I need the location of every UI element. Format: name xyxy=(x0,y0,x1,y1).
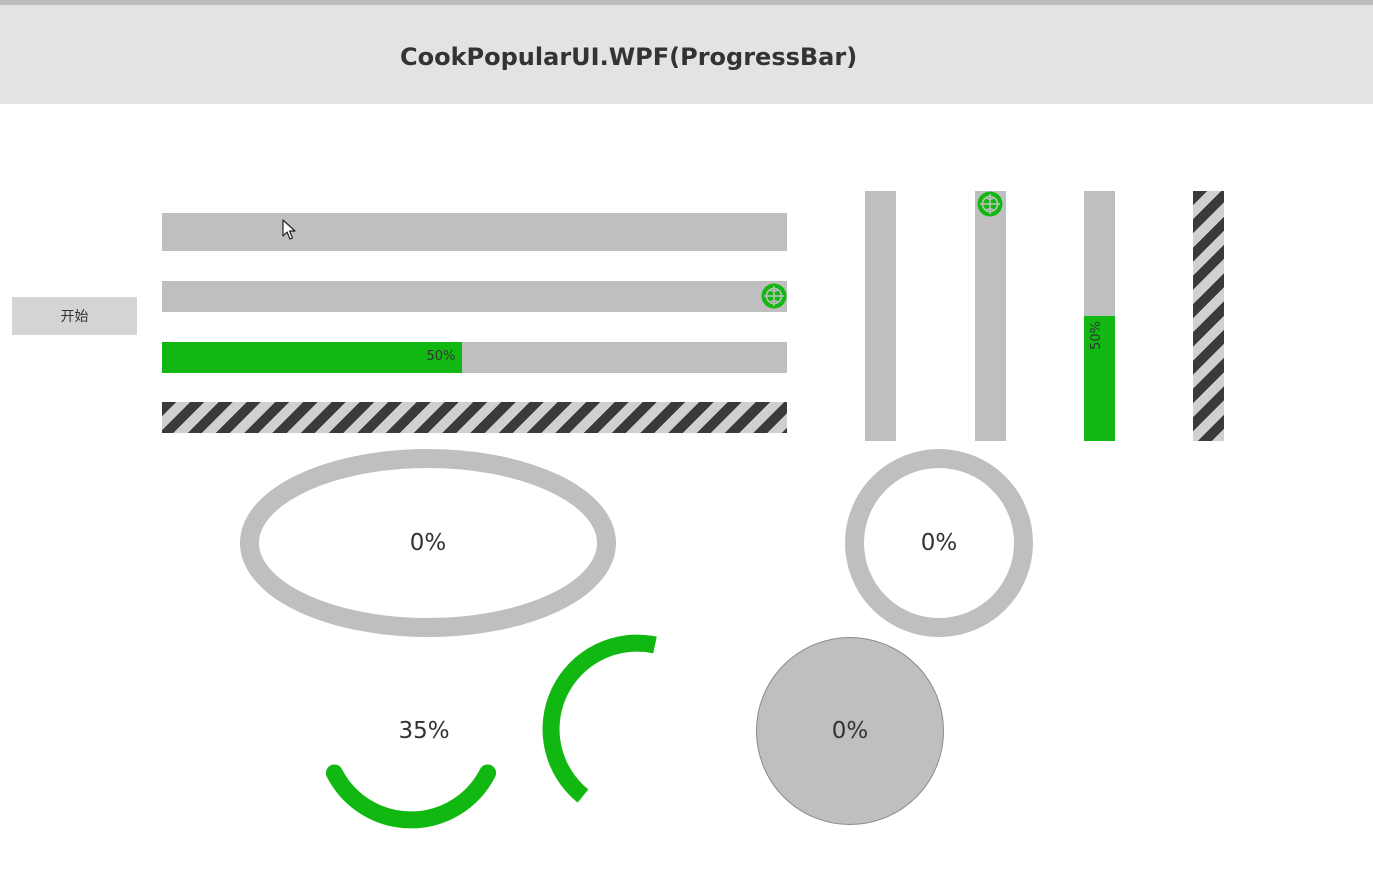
mouse-cursor-icon xyxy=(282,219,296,240)
progress-bar-horizontal-labeled: 50% xyxy=(162,342,787,373)
pie-progress-track xyxy=(756,637,944,825)
progress-bar-vertical-striped xyxy=(1193,191,1224,441)
globe-spinner-icon xyxy=(977,191,1003,217)
progress-bar-vertical-spinner xyxy=(975,191,1006,441)
progress-fill xyxy=(162,342,462,373)
globe-spinner-icon xyxy=(761,283,787,309)
pie-progress-label: 0% xyxy=(831,718,869,744)
progress-bar-vertical-labeled: 50% xyxy=(1084,191,1115,441)
ring-progress-track xyxy=(845,449,1033,637)
progress-bar-horizontal-striped xyxy=(162,402,787,433)
ellipse-progress-track xyxy=(240,449,616,637)
arc-progress-indicator xyxy=(325,764,497,829)
ring-progress-label: 0% xyxy=(920,530,958,556)
ellipse-progress-label: 0% xyxy=(409,530,447,556)
header-bar: CookPopularUI.WPF(ProgressBar) xyxy=(0,5,1373,104)
progress-bar-horizontal-spinner xyxy=(162,281,787,312)
arc-spinner-indicator xyxy=(542,634,657,803)
progress-bar-vertical-plain xyxy=(865,191,896,441)
page-title: CookPopularUI.WPF(ProgressBar) xyxy=(400,43,858,71)
window-top-border xyxy=(0,0,1373,5)
progress-percent-label: 50% xyxy=(426,349,456,364)
progress-fill xyxy=(1084,316,1115,441)
arc-progress-label: 35% xyxy=(398,718,450,744)
progress-bar-horizontal-plain xyxy=(162,213,787,251)
start-button[interactable]: 开始 xyxy=(12,297,137,335)
